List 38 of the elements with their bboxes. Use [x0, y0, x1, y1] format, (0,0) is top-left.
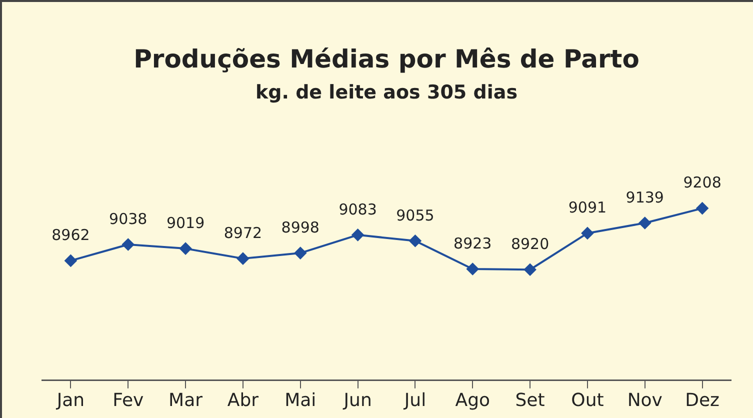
data-label: 9091	[568, 198, 607, 217]
point	[122, 238, 134, 251]
data-label: 8962	[52, 226, 90, 244]
x-tick-label: Ago	[455, 390, 490, 411]
chart-title: Produções Médias por Mês de Parto	[134, 44, 640, 74]
data-label: 9208	[683, 174, 722, 192]
point	[524, 264, 536, 276]
x-tick-label: Nov	[627, 390, 663, 411]
x-tick-label: Set	[515, 390, 545, 411]
point	[409, 234, 422, 247]
point	[466, 263, 479, 275]
x-tick-label: Dez	[685, 390, 720, 411]
point	[581, 227, 594, 240]
x-tick-label: Jul	[403, 390, 426, 411]
point	[352, 228, 364, 241]
x-tick-label: Jan	[56, 390, 85, 411]
point	[180, 242, 192, 255]
data-label: 9083	[338, 200, 377, 218]
x-tick-label: Mai	[284, 390, 316, 411]
point	[638, 216, 651, 229]
data-label: 8998	[281, 218, 320, 236]
x-tick-label: Mar	[168, 390, 204, 411]
point	[294, 247, 306, 260]
x-tick-label: Jun	[342, 390, 372, 411]
x-tick-label: Abr	[227, 390, 260, 411]
data-label: 8920	[510, 235, 550, 254]
point	[64, 254, 77, 267]
data-label: 8972	[224, 224, 262, 242]
data-label: 9055	[396, 206, 434, 224]
x-tick-label: Out	[571, 390, 604, 411]
x-tick-label: Fev	[112, 390, 144, 411]
data-label: 9139	[626, 188, 664, 206]
data-label: 8923	[454, 234, 492, 252]
data-label: 9038	[109, 210, 148, 228]
point	[696, 202, 708, 214]
point	[236, 252, 249, 265]
data-label: 9019	[166, 214, 205, 232]
chart-subtitle: kg. de leite aos 305 dias	[256, 81, 518, 104]
